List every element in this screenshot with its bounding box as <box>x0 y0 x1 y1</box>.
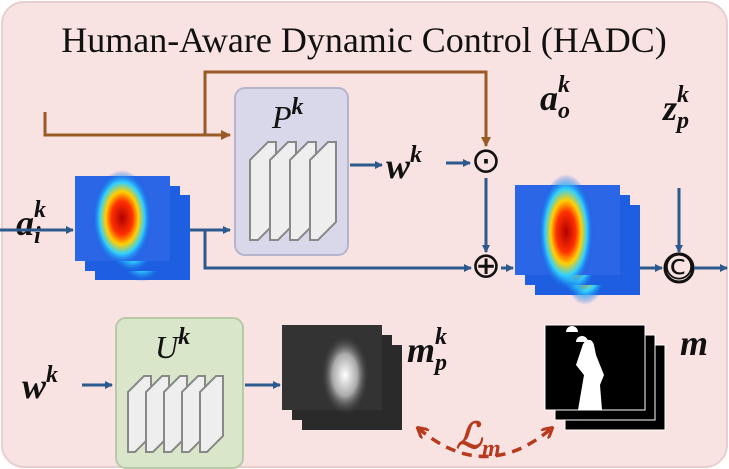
label-sub: m <box>482 436 501 462</box>
label-sup: k <box>178 324 190 350</box>
op-multiply: ⊙ <box>471 141 501 182</box>
title: Human-Aware Dynamic Control (HADC) <box>61 20 667 60</box>
label-base: m <box>680 323 708 363</box>
label-base: m <box>407 330 435 370</box>
label-sub: o <box>558 98 570 124</box>
u-layers <box>128 376 223 452</box>
label-sub: p <box>675 108 689 134</box>
input-heatmaps <box>75 170 190 282</box>
predicted-masks <box>282 325 402 430</box>
label-base: U <box>155 329 180 365</box>
label-base: a <box>16 203 34 243</box>
label-sub: i <box>34 223 41 249</box>
p-layers <box>250 142 336 240</box>
label-sup: k <box>410 142 422 168</box>
label-sup: k <box>34 197 46 223</box>
label-sub: p <box>433 350 447 376</box>
label-sup: k <box>677 82 689 108</box>
op-concat: © <box>661 248 697 289</box>
label-base: z <box>661 88 677 128</box>
m-label: m <box>680 323 708 363</box>
label-sup: k <box>558 72 570 98</box>
label-sup: k <box>292 94 304 120</box>
op-add: ⊕ <box>471 246 501 287</box>
label-base: P <box>271 99 292 135</box>
label-sup: k <box>435 324 447 350</box>
label-base: a <box>540 78 558 118</box>
gt-masks <box>545 325 665 430</box>
label-base: w <box>22 366 47 406</box>
label-base: w <box>386 146 411 186</box>
diagram: Human-Aware Dynamic Control (HADC) Pk wk… <box>0 0 729 469</box>
label-sup: k <box>46 362 58 388</box>
label-base: ℒ <box>456 416 484 456</box>
